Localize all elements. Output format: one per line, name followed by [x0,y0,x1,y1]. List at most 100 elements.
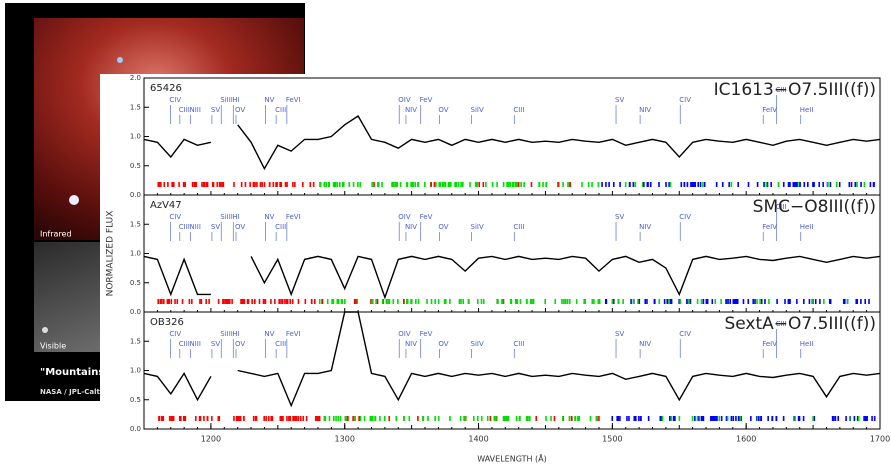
line-id-tick [377,299,379,304]
line-id-tick [713,416,715,421]
line-id-tick [671,299,673,304]
line-id-tick [192,182,194,187]
line-id-tick [531,182,533,187]
line-label: CIII [275,223,286,231]
line-id-tick [485,182,487,187]
line-id-tick [803,416,805,421]
star [42,327,48,333]
line-id-tick [275,182,277,187]
line-id-tick [293,416,295,421]
line-id-tick [370,299,372,304]
line-id-tick [263,416,265,421]
line-id-tick [776,299,778,304]
line-id-tick [159,299,161,304]
line-id-tick [171,299,173,304]
line-id-tick [206,182,208,187]
line-id-tick [690,299,692,304]
line-id-tick [625,182,627,187]
line-id-tick [569,299,571,304]
line-id-tick [319,416,321,421]
line-id-tick [426,299,428,304]
line-id-tick [518,182,520,187]
line-id-tick [386,299,388,304]
line-id-tick [669,416,671,421]
star-id: AzV47 [150,200,182,211]
line-id-tick [182,299,184,304]
line-id-tick [298,299,300,304]
line-id-tick [855,182,857,187]
line-id-tick [494,416,496,421]
line-label: CIII [513,340,524,348]
line-id-tick [333,299,335,304]
line-id-tick [756,299,758,304]
line-id-tick [799,182,801,187]
line-id-tick [799,416,801,421]
x-tick-label: 1700 [870,435,890,444]
y-tick-label: 1.0 [130,367,141,375]
line-id-tick [449,416,451,421]
line-label: SV [211,223,220,231]
y-axis-label: NORMALIZED FLUX [106,211,116,297]
line-id-tick [462,299,464,304]
line-label: FeVI [286,213,301,221]
line-label: CIV [169,213,181,221]
line-id-tick [860,299,862,304]
line-id-tick [201,299,203,304]
line-id-tick [702,182,704,187]
line-id-tick [335,182,337,187]
line-id-tick [342,182,344,187]
line-id-tick [592,299,594,304]
line-id-tick [183,416,185,421]
line-id-tick [658,182,660,187]
line-id-tick [789,299,791,304]
line-id-tick [720,299,722,304]
line-id-tick [320,182,322,187]
y-tick-label: 0.5 [130,396,141,404]
line-id-tick [231,299,233,304]
line-id-tick [487,416,489,421]
line-id-tick [406,299,408,304]
line-id-tick [576,299,578,304]
line-id-tick [191,299,193,304]
line-id-tick [256,182,258,187]
y-tick-label: 1.5 [130,337,141,345]
line-id-tick [393,299,395,304]
line-id-tick [692,182,694,187]
line-id-tick [460,299,462,304]
line-label: NV [264,330,274,338]
line-id-tick [314,299,316,304]
line-id-tick [743,299,745,304]
line-id-tick [664,299,666,304]
line-id-tick [571,416,573,421]
line-id-tick [460,416,462,421]
line-id-tick [591,182,593,187]
y-tick-label: 1.5 [130,103,141,111]
line-id-tick [681,182,683,187]
line-id-tick [868,299,870,304]
line-id-tick [727,416,729,421]
line-id-tick [584,299,586,304]
line-id-tick [700,182,702,187]
line-id-tick [788,182,790,187]
line-id-tick [355,299,357,304]
line-label: NIII [189,106,200,114]
line-id-tick [725,299,727,304]
line-id-tick [481,299,483,304]
line-id-tick [516,182,518,187]
line-id-tick [195,416,197,421]
line-label: OIV [398,213,411,221]
line-label: SV [615,213,624,221]
line-id-tick [562,416,564,421]
line-id-tick [835,416,837,421]
line-id-tick [341,299,343,304]
line-id-tick [630,299,632,304]
line-id-tick [382,299,384,304]
line-id-tick [510,299,512,304]
star [69,195,79,205]
line-id-tick [261,182,263,187]
line-id-tick [647,182,649,187]
line-id-tick [784,299,786,304]
line-id-tick [286,299,288,304]
line-id-tick [331,299,333,304]
line-id-tick [395,416,397,421]
